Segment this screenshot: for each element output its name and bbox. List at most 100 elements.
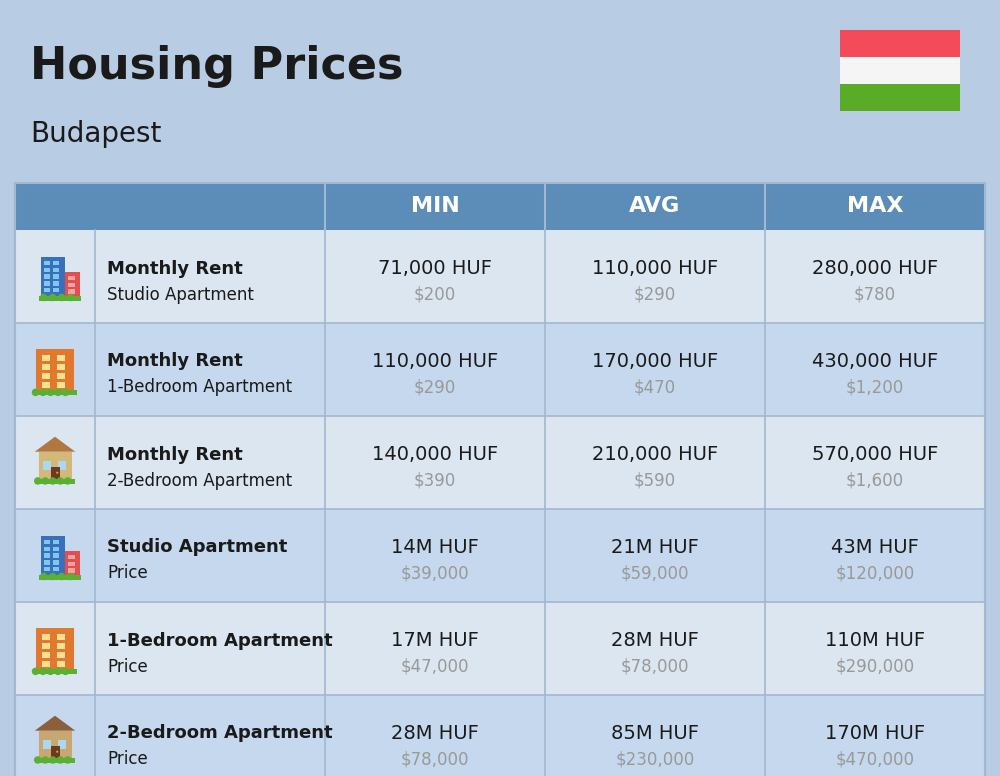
Bar — [68, 282, 75, 287]
Bar — [65, 551, 80, 575]
Bar — [44, 560, 50, 564]
Circle shape — [58, 573, 65, 580]
Circle shape — [67, 294, 74, 301]
Text: 85M HUF: 85M HUF — [611, 724, 699, 743]
Bar — [36, 349, 74, 390]
Text: Monthly Rent: Monthly Rent — [107, 445, 243, 463]
Bar — [43, 740, 51, 749]
Text: $470,000: $470,000 — [836, 750, 914, 768]
Circle shape — [54, 667, 62, 675]
Text: AVG: AVG — [629, 196, 681, 217]
Bar — [15, 416, 985, 509]
Text: $59,000: $59,000 — [621, 564, 689, 583]
Bar — [56, 634, 65, 640]
Bar — [43, 461, 51, 469]
Bar — [68, 562, 75, 566]
Bar — [35, 479, 75, 484]
Text: $470: $470 — [634, 379, 676, 397]
Text: $1,200: $1,200 — [846, 379, 904, 397]
Circle shape — [39, 389, 47, 396]
Bar — [50, 466, 60, 479]
Bar — [44, 288, 50, 293]
Text: $290: $290 — [634, 286, 676, 303]
Text: $200: $200 — [414, 286, 456, 303]
Bar — [53, 540, 59, 544]
Text: Price: Price — [107, 750, 148, 768]
Bar — [68, 289, 75, 294]
Circle shape — [56, 750, 58, 753]
Text: $78,000: $78,000 — [401, 750, 469, 768]
Bar — [68, 555, 75, 559]
Text: 14M HUF: 14M HUF — [391, 538, 479, 557]
Bar — [39, 296, 81, 300]
Bar — [53, 281, 59, 286]
Text: Price: Price — [107, 657, 148, 675]
Text: $47,000: $47,000 — [401, 657, 469, 675]
Bar — [68, 568, 75, 573]
Text: $390: $390 — [414, 472, 456, 490]
Bar — [33, 390, 77, 396]
Polygon shape — [35, 715, 75, 731]
Bar — [65, 272, 80, 296]
Polygon shape — [35, 437, 75, 452]
Text: $780: $780 — [854, 286, 896, 303]
Text: Studio Apartment: Studio Apartment — [107, 286, 254, 303]
Text: $290: $290 — [414, 379, 456, 397]
Text: 210,000 HUF: 210,000 HUF — [592, 445, 718, 464]
Text: Monthly Rent: Monthly Rent — [107, 259, 243, 278]
Bar — [840, 30, 960, 57]
Text: 21M HUF: 21M HUF — [611, 538, 699, 557]
Text: 28M HUF: 28M HUF — [611, 631, 699, 650]
Bar — [42, 661, 50, 667]
Text: $1,600: $1,600 — [846, 472, 904, 490]
Circle shape — [49, 294, 56, 301]
Text: 110M HUF: 110M HUF — [825, 631, 925, 650]
Text: 1-Bedroom Apartment: 1-Bedroom Apartment — [107, 632, 333, 650]
Text: Housing Prices: Housing Prices — [30, 45, 404, 88]
Bar — [15, 230, 985, 323]
Bar — [42, 382, 50, 388]
Bar — [56, 652, 65, 658]
Text: $290,000: $290,000 — [835, 657, 915, 675]
Circle shape — [49, 477, 56, 485]
Circle shape — [49, 573, 56, 580]
Bar — [42, 643, 50, 649]
Bar — [50, 746, 60, 757]
Bar — [38, 731, 72, 757]
Circle shape — [56, 472, 58, 474]
Bar — [38, 452, 72, 479]
Bar — [44, 274, 50, 279]
Bar — [33, 669, 77, 674]
Bar — [44, 268, 50, 272]
Text: $39,000: $39,000 — [401, 564, 469, 583]
Circle shape — [67, 573, 74, 580]
Circle shape — [42, 477, 49, 485]
Bar — [15, 323, 985, 416]
Bar — [56, 355, 65, 361]
Bar — [53, 274, 59, 279]
Circle shape — [64, 756, 72, 764]
Text: 430,000 HUF: 430,000 HUF — [812, 352, 938, 371]
Bar — [42, 355, 50, 361]
Circle shape — [47, 389, 54, 396]
Bar — [44, 540, 50, 544]
Bar — [36, 628, 74, 669]
Text: Studio Apartment: Studio Apartment — [107, 539, 287, 556]
Bar — [44, 553, 50, 558]
Circle shape — [49, 756, 56, 764]
Circle shape — [34, 756, 42, 764]
Circle shape — [32, 667, 39, 675]
Bar — [42, 634, 50, 640]
Text: 570,000 HUF: 570,000 HUF — [812, 445, 938, 464]
Bar — [44, 546, 50, 551]
Circle shape — [40, 294, 47, 301]
Text: 1-Bedroom Apartment: 1-Bedroom Apartment — [107, 379, 292, 397]
Circle shape — [40, 573, 47, 580]
Bar — [53, 560, 59, 564]
Text: 170M HUF: 170M HUF — [825, 724, 925, 743]
Text: 110,000 HUF: 110,000 HUF — [592, 259, 718, 278]
Circle shape — [42, 756, 49, 764]
Circle shape — [47, 667, 54, 675]
Text: 28M HUF: 28M HUF — [391, 724, 479, 743]
Bar — [44, 281, 50, 286]
